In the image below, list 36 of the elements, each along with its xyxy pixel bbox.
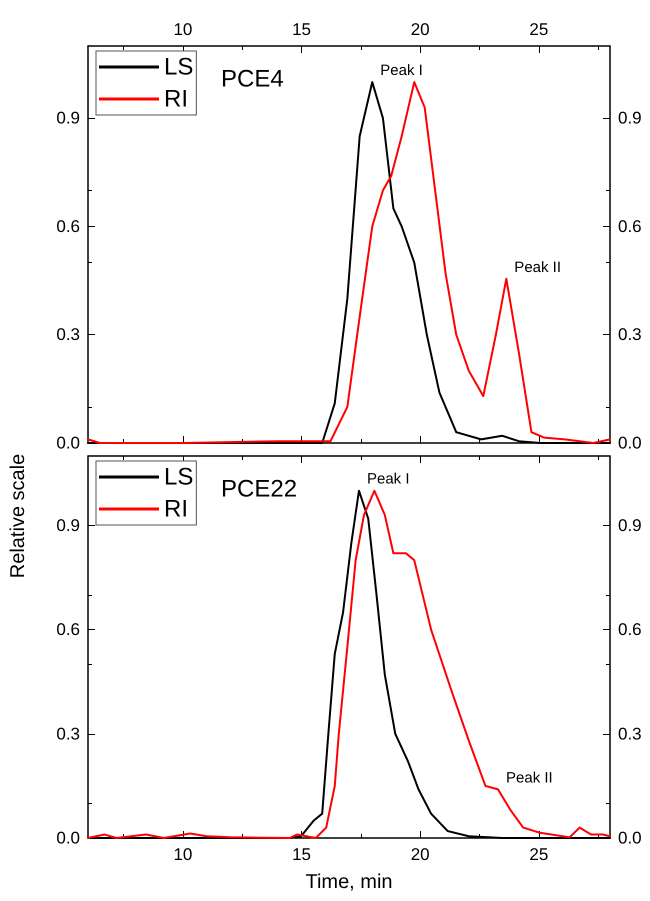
y-tick-label: 0.0 [56,434,80,452]
annotation: Peak II [514,258,562,276]
y-tick-label: 0.9 [56,516,80,535]
y2-tick-label: 0.6 [618,216,642,236]
x-tick-label: 25 [529,20,548,39]
annotation: Peak II [506,769,553,786]
text: PCE4 [221,66,284,92]
y-tick-label: 0.6 [56,620,80,640]
legend-label: RI [164,496,188,522]
y-tick-label: 0.0 [56,828,80,848]
y2-tick-label: 0.3 [618,325,642,344]
legend-label: LS [164,464,194,490]
y-tick-label: 0.6 [56,216,80,236]
x-tick-label: 10 [173,845,192,864]
y2-tick-label: 0.3 [618,724,642,744]
y2-tick-label: 0.9 [618,516,642,535]
x-tick-label: 15 [292,845,312,864]
y-axis-title: Relative scale [7,454,29,578]
y2-tick-label: 0.9 [618,108,642,128]
legend-label: RI [164,86,188,112]
x-tick-label: 15 [292,20,312,39]
y2-tick-label: 0.0 [618,434,642,452]
x-tick-label: 20 [410,845,430,864]
legend-label: LS [164,54,194,80]
y-tick-label: 0.9 [56,108,80,128]
text: PCE22 [221,476,298,502]
x-tick-label: 25 [529,845,548,864]
x-tick-label: 10 [173,20,192,39]
y2-tick-label: 0.6 [618,620,642,640]
x-tick-label: 20 [410,20,430,39]
annotation: Peak I [380,62,423,80]
y-tick-label: 0.3 [56,325,80,344]
annotation: Peak I [366,470,410,488]
y-tick-label: 0.3 [56,724,80,744]
y2-tick-label: 0.0 [618,828,642,848]
x-axis-title: Time, min [305,871,393,893]
